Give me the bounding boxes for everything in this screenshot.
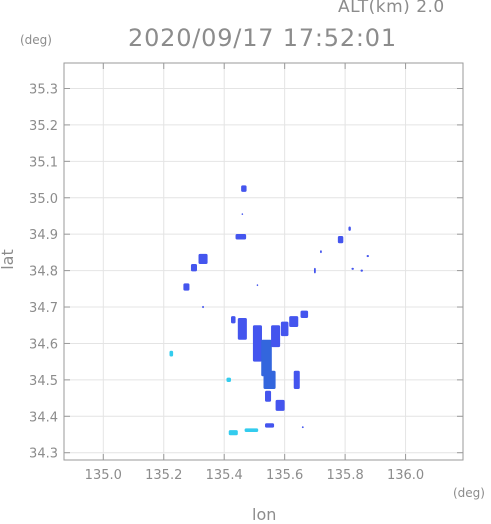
radar-echo [265, 390, 272, 402]
x-tick-label: 135.0 [85, 468, 122, 483]
radar-echo [366, 254, 369, 258]
radar-echo [265, 423, 275, 428]
radar-echo [241, 213, 244, 216]
radar-echo [226, 377, 232, 383]
radar-echo [351, 267, 354, 270]
radar-echo [231, 316, 236, 324]
x-tick-label: 136.0 [387, 468, 424, 483]
radar-echo [252, 325, 262, 362]
radar-echo [190, 264, 197, 272]
x-tick-label: 135.4 [206, 468, 243, 483]
x-axis-unit: (deg) [453, 486, 485, 500]
y-tick-label: 34.6 [29, 337, 58, 352]
radar-echo [169, 350, 174, 357]
y-tick-label: 34.3 [29, 447, 58, 462]
radar-echo [300, 310, 309, 318]
chart-title: 2020/09/17 17:52:01 [128, 24, 397, 52]
plot-frame [63, 62, 464, 461]
x-axis-label: lon [252, 505, 277, 524]
radar-echo [235, 234, 247, 240]
y-tick-label: 34.7 [29, 301, 58, 316]
radar-echo [183, 283, 190, 291]
radar-echo [348, 226, 351, 231]
y-tick-label: 35.2 [29, 119, 58, 134]
radar-echo [301, 426, 304, 429]
radar-echo [289, 316, 299, 328]
altitude-label: ALT(km) 2.0 [338, 0, 445, 17]
x-tick-label: 135.2 [145, 468, 182, 483]
y-tick-label: 34.5 [29, 374, 58, 389]
radar-echo [228, 430, 238, 436]
y-tick-label: 34.8 [29, 265, 58, 280]
radar-echo [241, 185, 247, 192]
radar-echo [263, 370, 276, 389]
radar-echo [198, 253, 208, 265]
y-tick-label: 34.9 [29, 228, 58, 243]
radar-echo [320, 250, 322, 254]
radar-echo [202, 305, 204, 309]
y-tick-label: 35.0 [29, 192, 58, 207]
radar-echo [280, 321, 289, 337]
y-tick-label: 34.4 [29, 410, 58, 425]
radar-echo [275, 399, 285, 411]
x-tick-label: 135.8 [327, 468, 364, 483]
radar-echo [313, 267, 316, 274]
radar-echo [261, 339, 272, 377]
radar-echo [360, 269, 363, 272]
radar-echo [337, 236, 344, 244]
y-tick-label: 35.3 [29, 82, 58, 97]
radar-echo [256, 284, 259, 287]
y-axis-unit: (deg) [20, 33, 52, 47]
x-tick-label: 135.6 [266, 468, 303, 483]
radar-echo [237, 317, 247, 340]
radar-echo [271, 325, 281, 348]
y-tick-label: 35.1 [29, 155, 58, 170]
radar-echo [244, 428, 259, 432]
radar-echo [293, 370, 300, 389]
